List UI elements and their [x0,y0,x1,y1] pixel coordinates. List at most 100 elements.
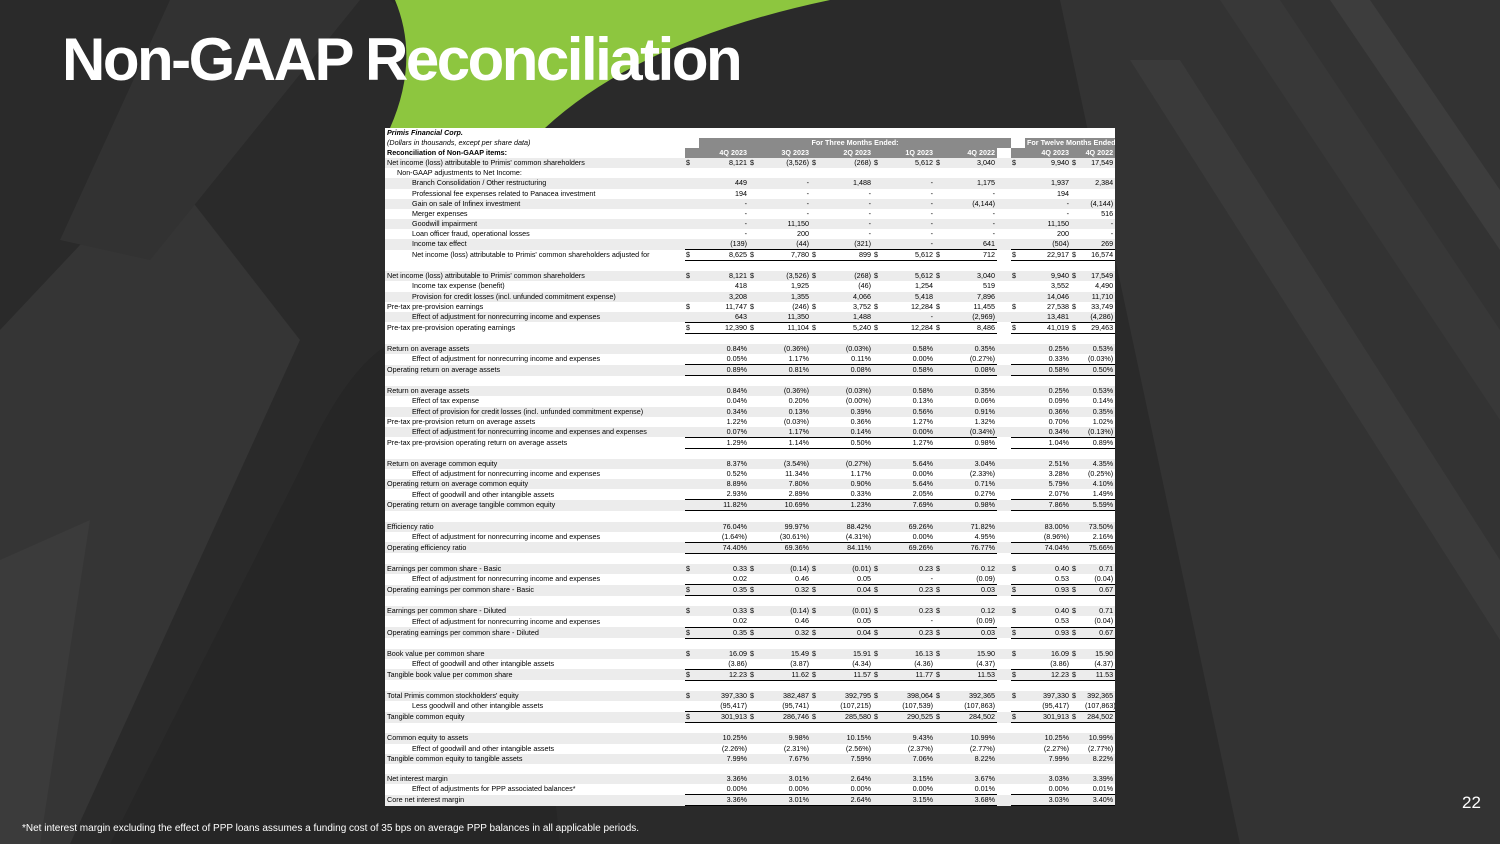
currency-symbol [685,469,699,479]
table-row: Operating return on average tangible com… [385,499,1116,512]
value-cell: 10.99% [1083,733,1116,744]
currency-symbol [1011,178,1025,189]
value-cell [699,168,749,178]
table-row: Net income (loss) attributable to Primis… [385,158,1116,169]
currency-symbol [935,386,949,397]
value-cell: (107,215) [840,701,871,711]
table-row: Net interest margin 3.36% 3.01% 2.64% 3.15% 3… [385,773,1116,784]
value-cell: (0.09) [976,616,995,626]
row-label: Net income (loss) attributable to Primis… [412,250,650,260]
row-label: Net interest margin [385,773,685,784]
row-label: Effect of adjustment for nonrecurring in… [412,616,601,626]
currency-symbol [749,343,763,355]
table-row: Tangible common equity to tangible asset… [385,753,1116,764]
currency-symbol: $ [749,626,763,639]
value-cell: 0.00% [912,531,933,541]
currency-symbol [935,489,949,500]
value-cell: 0.04 [825,626,873,639]
value-cell: 0.39% [825,406,873,417]
value-cell: 0.13% [763,406,811,417]
currency-symbol [873,479,887,490]
value-cell: (3.86) [1050,658,1069,668]
value-cell: (2.77%) [1087,743,1114,753]
spacer-row [385,723,1115,734]
currency-symbol [935,178,949,189]
currency-symbol [749,189,763,199]
value-cell: (2.37%) [907,743,933,753]
currency-symbol [685,459,699,470]
currency-symbol [935,343,949,355]
period-header: 4Q 2023 [699,148,749,159]
value-cell: 9.98% [763,733,811,744]
value-cell: 0.90% [825,479,873,490]
value-cell: (0.03%) [825,386,873,397]
row-label: Book value per common share [385,648,685,659]
currency-symbol [749,239,763,250]
currency-symbol: $ [811,321,825,334]
currency-symbol [1011,396,1025,406]
value-cell: 0.33% [1048,354,1069,364]
currency-symbol: $ [811,648,825,659]
value-cell: 0.84% [699,386,749,397]
value-cell: - [992,208,995,218]
currency-symbol: $ [749,584,763,597]
value-cell: 0.58% [887,343,935,355]
currency-symbol [1071,406,1083,417]
currency-symbol [1071,753,1083,764]
value-cell: 2.89% [788,489,809,499]
value-cell: 1.14% [763,436,811,449]
value-cell: (4,144) [949,198,997,209]
currency-symbol [935,239,949,250]
value-cell: 0.33% [850,489,871,499]
value-cell: 285,580 [825,711,873,724]
value-cell: 1,937 [1025,178,1071,189]
currency-symbol: $ [749,158,763,169]
value-cell: (107,863) [1085,701,1116,711]
value-cell: 3,040 [949,158,997,169]
value-cell: 392,365 [1083,691,1116,702]
currency-symbol: $ [873,668,887,681]
currency-symbol [811,489,825,500]
value-cell: 0.58% [887,364,935,377]
row-label: Operating return on average tangible com… [385,499,685,511]
currency-symbol [873,521,887,532]
value-cell: 10.25% [1025,733,1071,744]
value-cell: 12,284 [911,301,933,311]
currency-symbol [873,784,887,795]
value-cell: 3.28% [1048,469,1069,479]
currency-symbol [811,499,825,512]
value-cell: 7.99% [1025,753,1071,764]
value-cell: 88.42% [825,521,873,532]
currency-symbol [1071,354,1083,365]
value-cell: 2,384 [1083,178,1116,189]
currency-symbol [873,659,887,670]
currency-symbol [685,532,699,543]
currency-symbol [1071,364,1083,377]
value-cell: 286,746 [763,711,811,724]
value-cell: 1,175 [949,178,997,189]
table-row: Income tax expense (benefit) 418 1,925 (46)… [385,281,1115,291]
currency-symbol [1071,343,1083,355]
currency-symbol [873,291,887,302]
value-cell: 11,747 [725,301,747,311]
table-row: Tangible book value per common share $12.… [385,668,1116,681]
currency-symbol [873,616,887,627]
currency-symbol: $ [811,249,825,262]
value-cell: - [699,198,749,209]
currency-symbol: $ [935,158,949,169]
value-cell: 27,538 [1047,301,1069,311]
currency-symbol [811,773,825,784]
value-cell: 0.27% [974,489,995,499]
value-cell: - [763,198,811,209]
value-cell: - [825,218,873,229]
currency-symbol [685,239,699,250]
currency-symbol [935,198,949,209]
currency-symbol [811,733,825,744]
value-cell: 0.46 [795,616,809,626]
row-label: Effect of goodwill and other intangible … [412,489,555,499]
value-cell: 10.25% [699,733,749,744]
currency-symbol [685,489,699,500]
value-cell: 8.89% [699,479,749,490]
value-cell: (1.64%) [721,531,747,541]
recon-header: Reconciliation of Non-GAAP items: [387,148,508,158]
